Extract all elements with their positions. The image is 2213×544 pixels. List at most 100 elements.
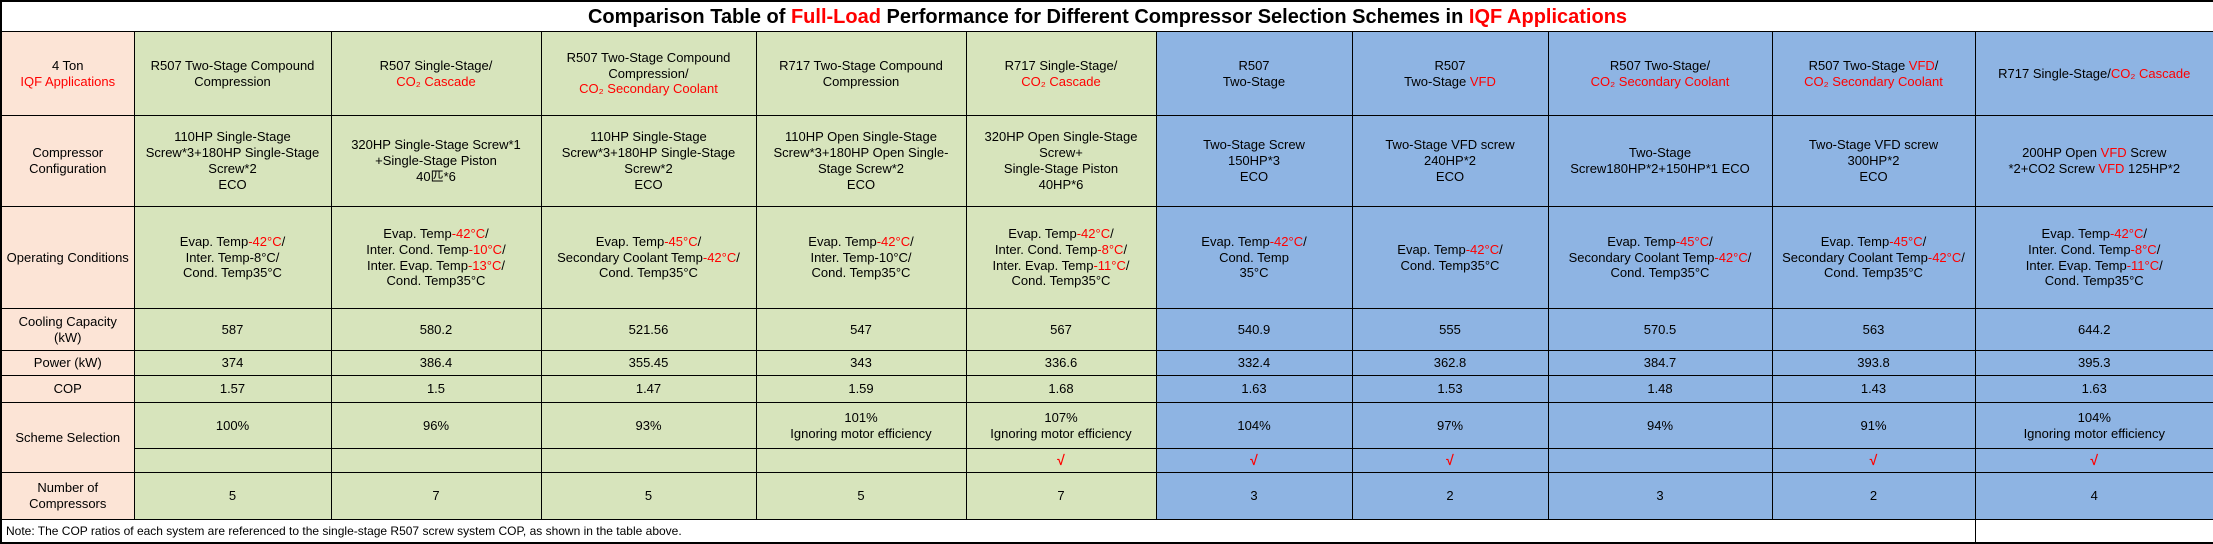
cop-value: 1.57 bbox=[133, 375, 332, 403]
scheme-cell: 96% bbox=[330, 402, 542, 449]
cop-value: 1.5 bbox=[330, 375, 542, 403]
config-row: Compressor Configuration 110HP Single-St… bbox=[0, 115, 2213, 207]
config-cell: 200HP Open VFD Screw *2+CO2 Screw VFD 125… bbox=[1974, 115, 2213, 207]
power-value: 374 bbox=[133, 350, 332, 376]
compressor-count: 7 bbox=[330, 472, 542, 520]
header-cell-scheme-9: R507 Two-Stage VFD/CO₂ Secondary Coolant bbox=[1771, 31, 1976, 116]
compressor-count: 3 bbox=[1155, 472, 1353, 520]
scheme-cell: 100% bbox=[133, 402, 332, 449]
power-value: 355.45 bbox=[540, 350, 757, 376]
config-cell: 320HP Open Single-Stage Screw+ Single-Sta… bbox=[965, 115, 1157, 207]
cooling-value: 547 bbox=[755, 308, 967, 351]
power-value: 395.3 bbox=[1974, 350, 2213, 376]
cop-value: 1.63 bbox=[1155, 375, 1353, 403]
check-mark-icon: √ bbox=[1351, 448, 1549, 473]
operating-cell: Evap. Temp-42°C/Inter. Cond. Temp-10°C/I… bbox=[330, 206, 542, 309]
compressor-count: 2 bbox=[1351, 472, 1549, 520]
power-value: 362.8 bbox=[1351, 350, 1549, 376]
header-cell-scheme-2: R507 Single-Stage/CO₂ Cascade bbox=[330, 31, 542, 116]
power-value: 384.7 bbox=[1547, 350, 1773, 376]
power-value: 386.4 bbox=[330, 350, 542, 376]
header-cell-scheme-8: R507 Two-Stage/CO₂ Secondary Coolant bbox=[1547, 31, 1773, 116]
row-label-power: Power (kW) bbox=[0, 350, 135, 376]
header-row: 4 Ton IQF Applications R507 Two-Stage Com… bbox=[0, 31, 2213, 116]
compressor-count-row: Number of Compressors 5 7 5 5 7 3 2 3 2 … bbox=[0, 472, 2213, 520]
operating-cell: Evap. Temp-42°C/Inter. Cond. Temp-8°C/In… bbox=[1974, 206, 2213, 309]
cooling-capacity-row: Cooling Capacity (kW) 587 580.2 521.56 5… bbox=[0, 308, 2213, 351]
row-label-cop: COP bbox=[0, 375, 135, 403]
operating-cell: Evap. Temp-45°C/Secondary Coolant Temp-4… bbox=[1547, 206, 1773, 309]
config-cell: Two-Stage Screw 150HP*3 ECO bbox=[1155, 115, 1353, 207]
row-label-scheme-selection: Scheme Selection bbox=[0, 402, 135, 473]
operating-cell: Evap. Temp-42°C/Inter. Temp-10°C/Cond. T… bbox=[755, 206, 967, 309]
compressor-count: 7 bbox=[965, 472, 1157, 520]
empty-cell bbox=[1974, 519, 2213, 544]
scheme-cell: 91% bbox=[1771, 402, 1976, 449]
cop-value: 1.43 bbox=[1771, 375, 1976, 403]
config-cell: Two-Stage Screw180HP*2+150HP*1 ECO bbox=[1547, 115, 1773, 207]
scheme-cell: 104% Ignoring motor efficiency bbox=[1974, 402, 2213, 449]
header-cell-scheme-5: R717 Single-Stage/CO₂ Cascade bbox=[965, 31, 1157, 116]
scheme-cell: 104% bbox=[1155, 402, 1353, 449]
compressor-count: 5 bbox=[540, 472, 757, 520]
check-mark-icon: √ bbox=[965, 448, 1157, 473]
title-row: Comparison Table of Full-Load Performanc… bbox=[0, 0, 2213, 32]
compressor-count: 5 bbox=[133, 472, 332, 520]
compressor-count: 4 bbox=[1974, 472, 2213, 520]
check-cell bbox=[330, 448, 542, 473]
power-row: Power (kW) 374 386.4 355.45 343 336.6 33… bbox=[0, 350, 2213, 376]
check-cell bbox=[540, 448, 757, 473]
operating-cell: Evap. Temp-42°C/Cond. Temp35°C bbox=[1351, 206, 1549, 309]
cooling-value: 521.56 bbox=[540, 308, 757, 351]
cop-value: 1.53 bbox=[1351, 375, 1549, 403]
power-value: 343 bbox=[755, 350, 967, 376]
header-cell-scheme-6: R507 Two-Stage bbox=[1155, 31, 1353, 116]
row-label-config: Compressor Configuration bbox=[0, 115, 135, 207]
cooling-value: 570.5 bbox=[1547, 308, 1773, 351]
config-cell: 110HP Single-Stage Screw*3+180HP Single-… bbox=[133, 115, 332, 207]
power-value: 393.8 bbox=[1771, 350, 1976, 376]
scheme-cell: 97% bbox=[1351, 402, 1549, 449]
cooling-value: 567 bbox=[965, 308, 1157, 351]
header-cell-scheme-10: R717 Single-Stage/CO₂ Cascade bbox=[1974, 31, 2213, 116]
check-cell bbox=[755, 448, 967, 473]
cop-value: 1.47 bbox=[540, 375, 757, 403]
check-mark-icon: √ bbox=[1771, 448, 1976, 473]
scheme-selection-row: Scheme Selection 100% 96% 93% 101% Ignori… bbox=[0, 402, 2213, 473]
check-cell bbox=[133, 448, 332, 473]
compressor-count: 5 bbox=[755, 472, 967, 520]
cooling-value: 563 bbox=[1771, 308, 1976, 351]
power-value: 336.6 bbox=[965, 350, 1157, 376]
check-cell bbox=[1547, 448, 1773, 473]
cop-value: 1.68 bbox=[965, 375, 1157, 403]
scheme-check-row: √ √ √ √ √ bbox=[1, 448, 2213, 473]
header-cell-scheme-3: R507 Two-Stage Compound Compression/CO₂ … bbox=[540, 31, 757, 116]
check-mark-icon: √ bbox=[1155, 448, 1353, 473]
page-title: Comparison Table of Full-Load Performanc… bbox=[0, 0, 2213, 32]
cop-row: COP 1.57 1.5 1.47 1.59 1.68 1.63 1.53 1.… bbox=[0, 375, 2213, 403]
cooling-value: 587 bbox=[133, 308, 332, 351]
row-label-cooling-capacity: Cooling Capacity (kW) bbox=[0, 308, 135, 351]
cop-value: 1.48 bbox=[1547, 375, 1773, 403]
cooling-value: 580.2 bbox=[330, 308, 542, 351]
header-cell-scheme-1: R507 Two-Stage Compound Compression bbox=[133, 31, 332, 116]
cooling-value: 644.2 bbox=[1974, 308, 2213, 351]
operating-cell: Evap. Temp-45°C/Secondary Coolant Temp-4… bbox=[1771, 206, 1976, 309]
operating-row: Operating Conditions Evap. Temp-42°C/Int… bbox=[0, 206, 2213, 309]
config-cell: Two-Stage VFD screw 240HP*2 ECO bbox=[1351, 115, 1549, 207]
compressor-count: 2 bbox=[1771, 472, 1976, 520]
config-cell: Two-Stage VFD screw 300HP*2 ECO bbox=[1771, 115, 1976, 207]
note-row: Note: The COP ratios of each system are … bbox=[0, 519, 2213, 544]
scheme-cell: 93% bbox=[540, 402, 757, 449]
config-cell: 320HP Single-Stage Screw*1 +Single-Stage … bbox=[330, 115, 542, 207]
scheme-cell: 101% Ignoring motor efficiency bbox=[755, 402, 967, 449]
footnote: Note: The COP ratios of each system are … bbox=[0, 519, 1976, 544]
cop-value: 1.63 bbox=[1974, 375, 2213, 403]
cooling-value: 555 bbox=[1351, 308, 1549, 351]
config-cell: 110HP Single-Stage Screw*3+180HP Single-… bbox=[540, 115, 757, 207]
scheme-cell: 94% bbox=[1547, 402, 1773, 449]
check-mark-icon: √ bbox=[1974, 448, 2213, 473]
operating-cell: Evap. Temp-42°C/Inter. Temp-8°C/Cond. Te… bbox=[133, 206, 332, 309]
